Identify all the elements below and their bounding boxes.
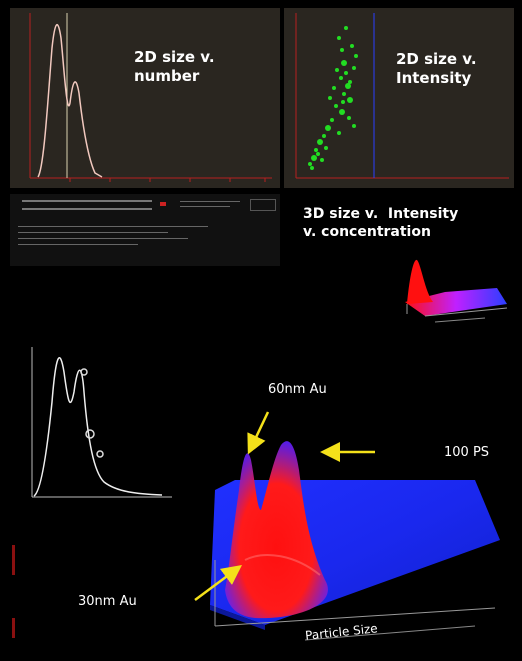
- info-strip: [10, 194, 280, 266]
- size-intensity-label: 2D size v. Intensity: [396, 50, 477, 87]
- label-30nm-au: 30nm Au: [78, 594, 137, 609]
- size-number-panel: 2D size v. number: [10, 8, 280, 188]
- red-axis-marker: [12, 545, 15, 575]
- control-icons[interactable]: [250, 199, 276, 211]
- label-100-ps: 100 PS: [444, 445, 490, 460]
- red-marker: [160, 202, 166, 206]
- size-3d-label: 3D size v. Intensity v. concentration: [303, 206, 459, 240]
- progress-bar-2: [22, 208, 152, 210]
- bw-size-graph: [22, 342, 182, 502]
- size-intensity-panel: 2D size v. Intensity: [284, 8, 514, 188]
- progress-bar-1: [22, 200, 152, 202]
- red-axis-marker-2: [12, 618, 15, 638]
- label-60nm-au: 60nm Au: [268, 382, 327, 397]
- size-number-label: 2D size v. number: [134, 48, 215, 85]
- size-intensity-plot: [295, 13, 509, 179]
- size-number-plot: [29, 13, 272, 182]
- main-3d-surface: [210, 441, 500, 641]
- size-3d-thumbnail: [405, 259, 508, 323]
